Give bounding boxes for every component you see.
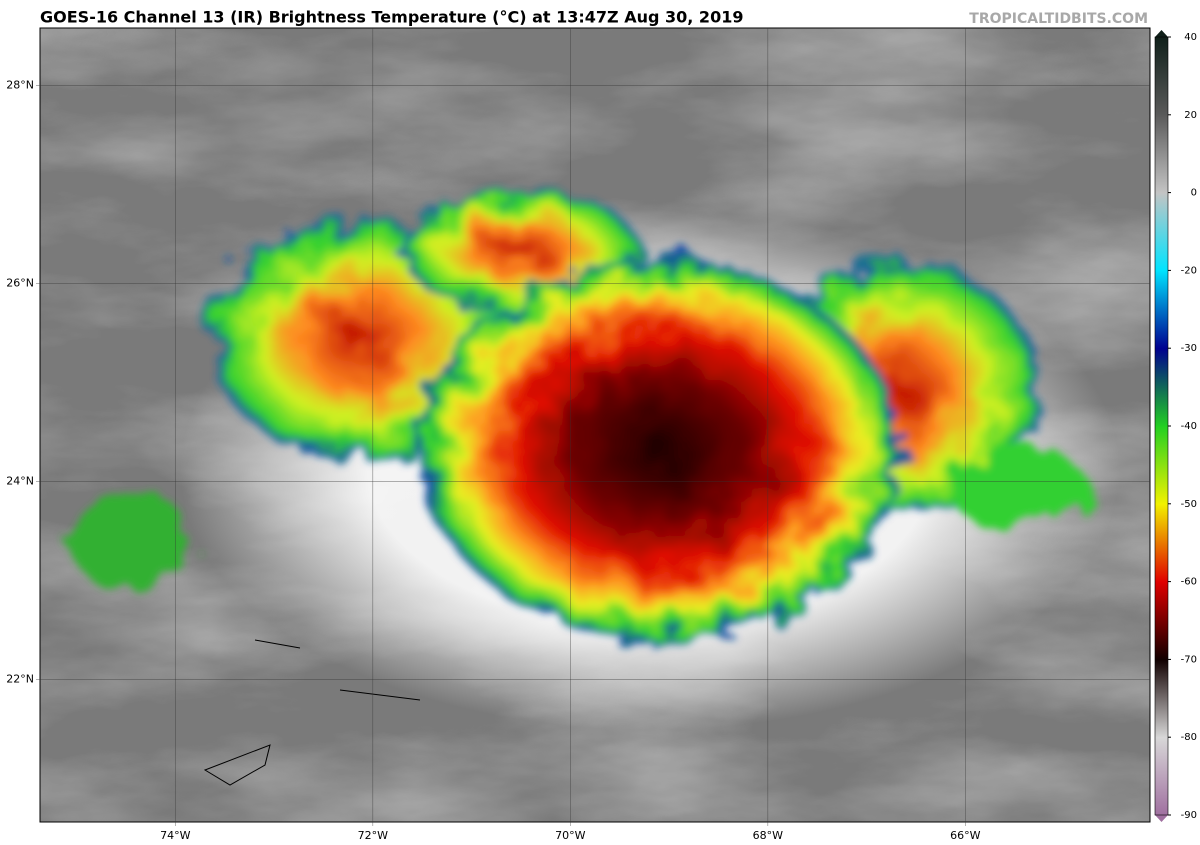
title: GOES-16 Channel 13 (IR) Brightness Tempe…	[40, 8, 743, 27]
colorbar-label: -60	[1181, 577, 1197, 588]
colorbar: 40 20 0 -20 -30 -40 -50 -60 -70 -80 -90	[1154, 30, 1197, 822]
colorbar-label: 40	[1184, 32, 1197, 43]
lon-label: 74°W	[160, 829, 190, 842]
colorbar-label: -70	[1181, 654, 1197, 665]
colorbar-label: -90	[1181, 810, 1197, 821]
colorbar-segment	[1155, 503, 1168, 583]
colorbar-label: -80	[1181, 732, 1197, 743]
colorbar-segment	[1155, 737, 1168, 816]
lat-label: 26°N	[6, 276, 34, 289]
colorbar-label: 20	[1184, 110, 1197, 121]
satellite-image	[40, 28, 1150, 822]
graticule: 74°W 72°W 70°W 68°W 66°W 28°N 26°N 24°N 22°N	[6, 28, 1150, 842]
colorbar-label: -40	[1181, 421, 1197, 432]
lon-label: 72°W	[358, 829, 388, 842]
colorbar-end	[1155, 30, 1168, 37]
credit: TROPICALTIDBITS.COM	[969, 11, 1148, 27]
colorbar-end	[1155, 815, 1168, 822]
colorbar-label: -20	[1181, 265, 1197, 276]
colorbar-label: 0	[1191, 188, 1197, 199]
lon-label: 66°W	[950, 829, 980, 842]
colorbar-segment	[1155, 348, 1168, 427]
colorbar-segment	[1155, 581, 1168, 660]
colorbar-segment	[1155, 426, 1168, 505]
map-frame	[39, 27, 1151, 823]
colorbar-segment	[1155, 659, 1168, 738]
colorbar-segment	[1155, 114, 1168, 194]
lat-label: 22°N	[6, 672, 34, 685]
lat-label: 24°N	[6, 474, 34, 487]
colorbar-segment	[1155, 192, 1168, 271]
colorbar-label: -50	[1181, 499, 1197, 510]
lon-label: 70°W	[555, 829, 585, 842]
colorbar-label: -30	[1181, 343, 1197, 354]
colorbar-segment	[1155, 270, 1168, 349]
lon-label: 68°W	[753, 829, 783, 842]
colorbar-segment	[1155, 37, 1168, 116]
lat-label: 28°N	[6, 78, 34, 91]
